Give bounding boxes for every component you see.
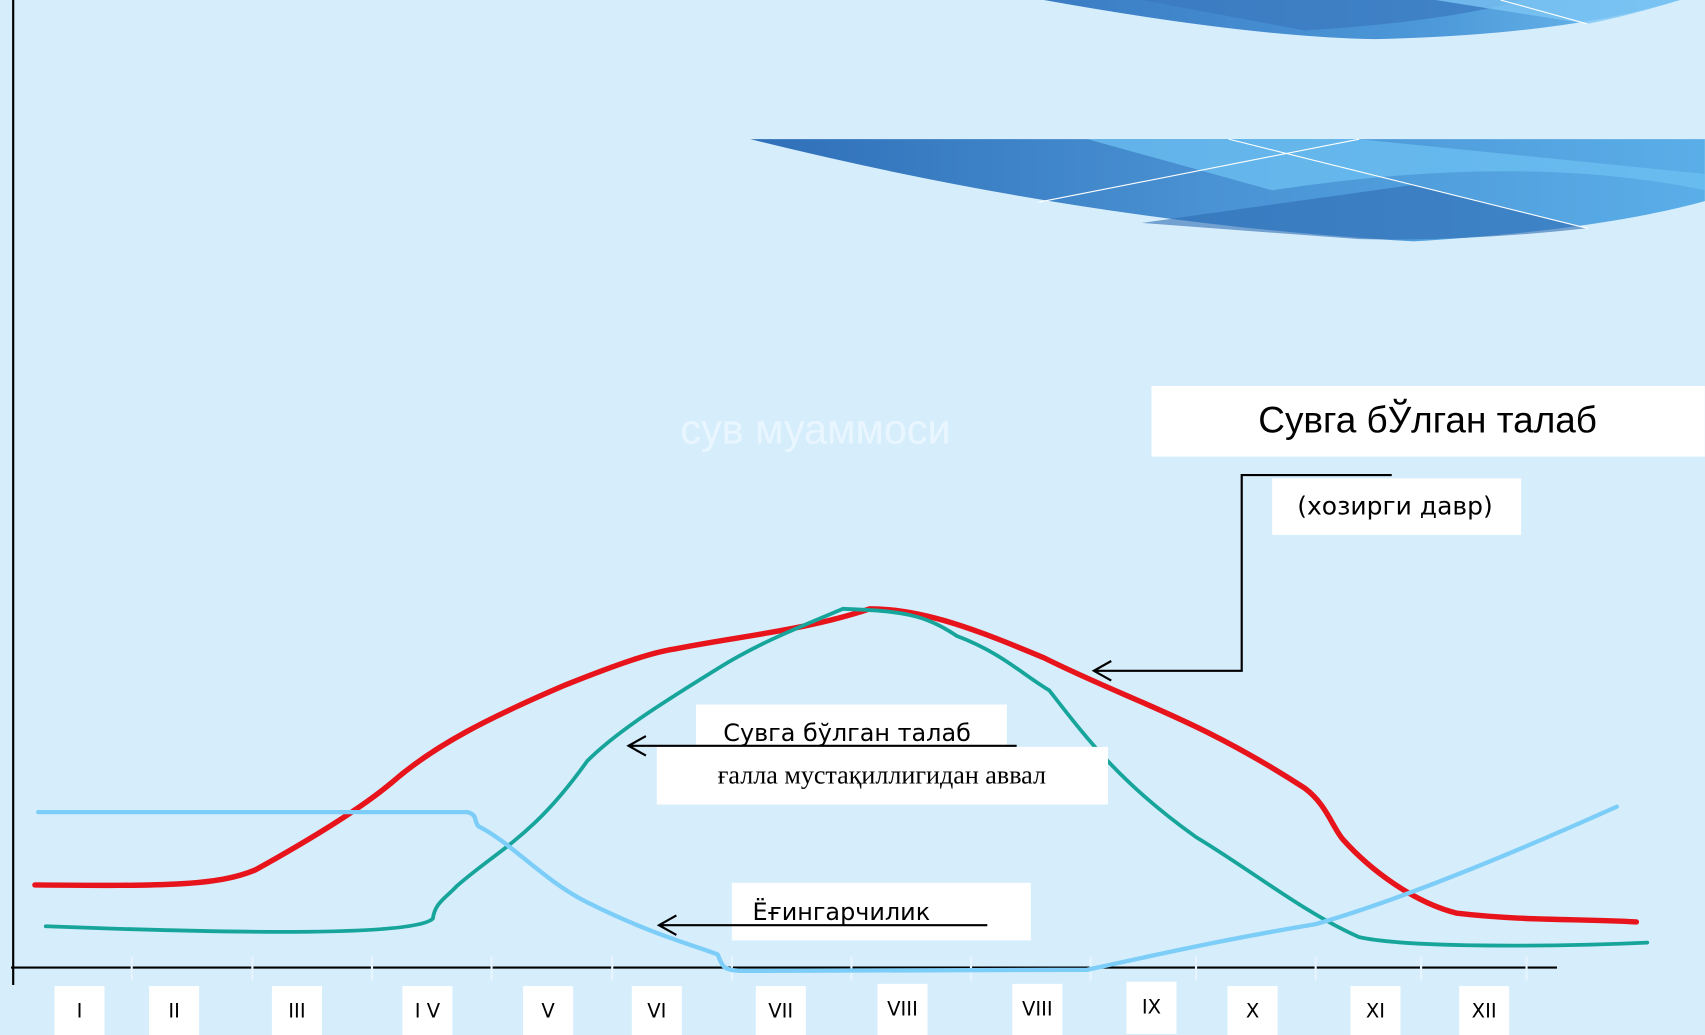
label-box <box>731 882 1031 941</box>
prior-demand-curve <box>43 606 1650 948</box>
swoosh-facet <box>1141 0 1523 31</box>
swoosh-line <box>1038 138 1360 203</box>
month-label: VII <box>768 1000 793 1023</box>
month-box <box>1350 986 1401 1035</box>
month-box <box>877 983 928 1035</box>
month-label: VIII <box>1022 997 1053 1020</box>
month-box <box>149 986 200 1035</box>
swoosh-line <box>1228 138 1588 229</box>
month-box <box>1459 986 1510 1035</box>
rainfall-curve <box>36 804 1619 974</box>
swoosh-facet <box>1141 184 1588 240</box>
arrow <box>626 735 1017 757</box>
month-box <box>523 986 574 1035</box>
month-label: VIII <box>887 997 918 1020</box>
label-box <box>695 704 1007 751</box>
month-box <box>755 986 806 1035</box>
month-box <box>402 986 453 1035</box>
month-box <box>1227 986 1278 1035</box>
month-label: II <box>168 1000 180 1023</box>
month-box <box>1012 983 1063 1035</box>
arrow <box>1091 474 1392 682</box>
label-box <box>1151 385 1705 457</box>
month-box <box>1126 981 1177 1034</box>
prior-period-label: ғалла мустақиллигидан аввал <box>718 760 1046 789</box>
slide-title: сув муаммоси <box>680 407 950 453</box>
month-label: IX <box>1142 995 1161 1018</box>
swoosh-facet <box>1087 139 1705 191</box>
current-period-label: (хозирги давр) <box>1297 492 1493 521</box>
decoration <box>750 0 1705 242</box>
month-label: XI <box>1366 1000 1385 1023</box>
swoosh-line <box>1500 0 1588 25</box>
month-label: VI <box>647 1000 666 1023</box>
month-label: V <box>541 1000 555 1023</box>
month-label: XII <box>1472 1000 1497 1023</box>
month-label: X <box>1246 1000 1259 1023</box>
month-box <box>271 986 322 1035</box>
label-box <box>1272 478 1522 535</box>
rainfall-label: Ёғингарчилик <box>752 897 930 926</box>
month-box <box>54 986 105 1035</box>
arrow <box>656 914 988 936</box>
month-label: I <box>77 1000 83 1023</box>
label-box <box>656 746 1108 805</box>
swoosh-facet <box>1435 0 1680 24</box>
month-label: III <box>288 1000 305 1023</box>
month-labels: I II III I V V VI VII VIII VIII IX X XI XII <box>54 981 1510 1035</box>
current-demand-label: Сувга бЎлган талаб <box>1258 399 1597 441</box>
prior-demand-label: Сувга бўлган талаб <box>723 719 971 747</box>
month-label: I V <box>415 1000 441 1023</box>
month-box <box>631 986 682 1035</box>
